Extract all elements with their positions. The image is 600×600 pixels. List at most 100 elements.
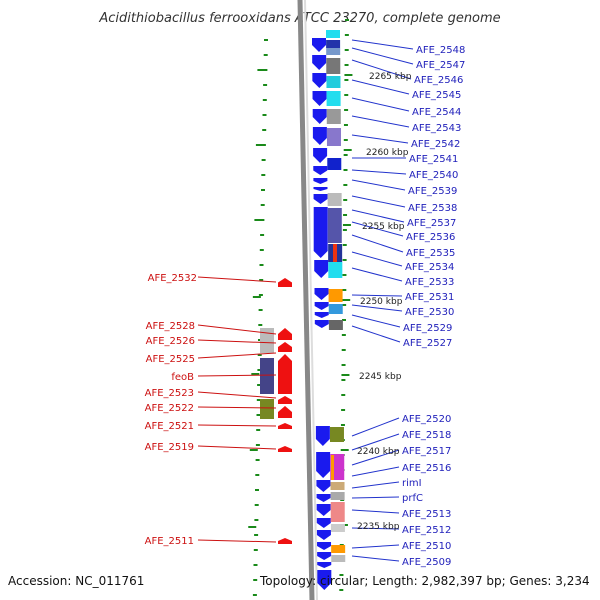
leader-line [351,39,414,50]
gene-label[interactable]: AFE_2545 [412,90,461,101]
annotation-box [330,502,345,522]
gene-label[interactable]: AFE_2536 [406,232,455,243]
reverse-annotation-boxes [260,328,274,419]
left-tick-track [248,39,268,596]
leader-line [351,134,409,144]
reverse-gene-arrow [278,446,292,452]
gene-label[interactable]: AFE_2520 [402,414,451,425]
annotation-box [260,328,274,353]
gene-label[interactable]: AFE_2546 [414,75,463,86]
forward-gene-arrow [312,127,327,145]
gene-label[interactable]: AFE_2538 [408,203,457,214]
gene-label[interactable]: AFE_2547 [416,60,465,71]
gene-label[interactable]: AFE_2511 [145,536,194,547]
leader-line [351,234,404,253]
leader-line [197,339,277,344]
leader-line [351,294,403,297]
gene-label[interactable]: rimI [402,478,422,489]
leader-line [351,481,400,489]
reverse-gene-labels: AFE_2532 AFE_2528 AFE_2526 AFE_2525 feoB… [145,273,197,547]
gene-label[interactable]: AFE_2535 [406,248,455,259]
annotation-box [327,158,342,170]
gene-label[interactable]: AFE_2534 [405,262,454,273]
leader-line [351,509,400,514]
gene-label[interactable]: AFE_2519 [145,442,194,453]
gene-label[interactable]: AFE_2548 [416,45,465,56]
gene-label[interactable]: AFE_2522 [145,403,194,414]
gene-label[interactable]: AFE_2540 [409,170,458,181]
gene-label[interactable]: AFE_2544 [412,107,461,118]
gene-label[interactable]: AFE_2518 [402,430,451,441]
annotation-box [331,455,334,480]
forward-gene-arrow [314,312,329,318]
forward-gene-arrow [313,148,328,163]
forward-gene-arrow [313,178,328,184]
forward-gene-arrow [317,542,332,550]
gene-label[interactable]: AFE_2539 [408,186,457,197]
gene-label[interactable]: AFE_2509 [402,557,451,568]
annotation-box [260,358,274,394]
forward-gene-arrow [316,480,331,492]
forward-gene-arrow [312,55,327,70]
forward-strand-genes [312,38,332,590]
leader-line [351,169,407,175]
forward-gene-arrow [316,518,331,528]
forward-gene-arrow [317,562,332,568]
annotation-box [326,128,341,146]
gene-label[interactable]: AFE_2543 [412,123,461,134]
reverse-gene-arrow [278,538,292,544]
gene-label[interactable]: AFE_2530 [405,307,454,318]
reverse-gene-arrow [278,423,292,429]
leader-line [351,115,410,128]
leader-line [351,304,403,312]
annotation-box [327,193,342,206]
leader-line [351,544,400,549]
leader-line [351,179,406,191]
gene-label[interactable]: AFE_2523 [145,388,194,399]
annotation-box [330,524,345,532]
leader-line [197,352,277,359]
gene-label[interactable]: AFE_2513 [402,509,451,520]
gene-label[interactable]: AFE_2525 [146,354,195,365]
gene-label[interactable]: AFE_2512 [402,525,451,536]
kbp-markers: 2265 kbp 2260 kbp 2255 kbp 2250 kbp 2245… [357,72,412,532]
leader-line [351,79,410,95]
forward-gene-arrow [312,73,327,88]
gene-label[interactable]: feoB [171,372,194,383]
gene-label[interactable]: AFE_2541 [409,154,458,165]
gene-label[interactable]: AFE_2527 [403,338,452,349]
annotation-box [329,427,344,442]
leader-line [197,374,277,377]
leader-line [351,555,400,562]
gene-label[interactable]: AFE_2516 [402,463,451,474]
gene-label[interactable]: AFE_2533 [405,277,454,288]
gene-label[interactable]: AFE_2542 [411,139,460,150]
gene-label[interactable]: AFE_2526 [146,336,195,347]
gene-label[interactable]: AFE_2531 [405,292,454,303]
annotation-box [331,555,346,562]
gene-label[interactable]: AFE_2517 [402,446,451,457]
forward-gene-arrow [316,494,331,502]
gene-label[interactable]: AFE_2510 [402,541,451,552]
gene-label[interactable]: AFE_2532 [148,273,197,284]
annotation-box [260,399,274,419]
kbp-label: 2240 kbp [357,447,400,457]
annotation-box [330,482,345,490]
forward-gene-arrow [313,207,328,258]
leader-line [197,424,277,427]
gene-label[interactable]: AFE_2529 [403,323,452,334]
forward-gene-arrow [317,552,332,560]
leader-line [351,314,401,328]
gene-label[interactable]: AFE_2521 [145,421,194,432]
forward-gene-arrow [317,570,332,590]
annotation-box [328,320,343,330]
gene-label[interactable]: AFE_2528 [146,321,195,332]
annotation-box [326,109,341,124]
gene-label[interactable]: AFE_2537 [407,218,456,229]
leader-line [351,209,405,223]
leader-line [197,391,277,399]
forward-gene-arrow [312,38,326,52]
gene-label[interactable]: prfC [402,493,423,504]
annotation-box [326,76,341,88]
reverse-gene-arrow [278,396,292,404]
